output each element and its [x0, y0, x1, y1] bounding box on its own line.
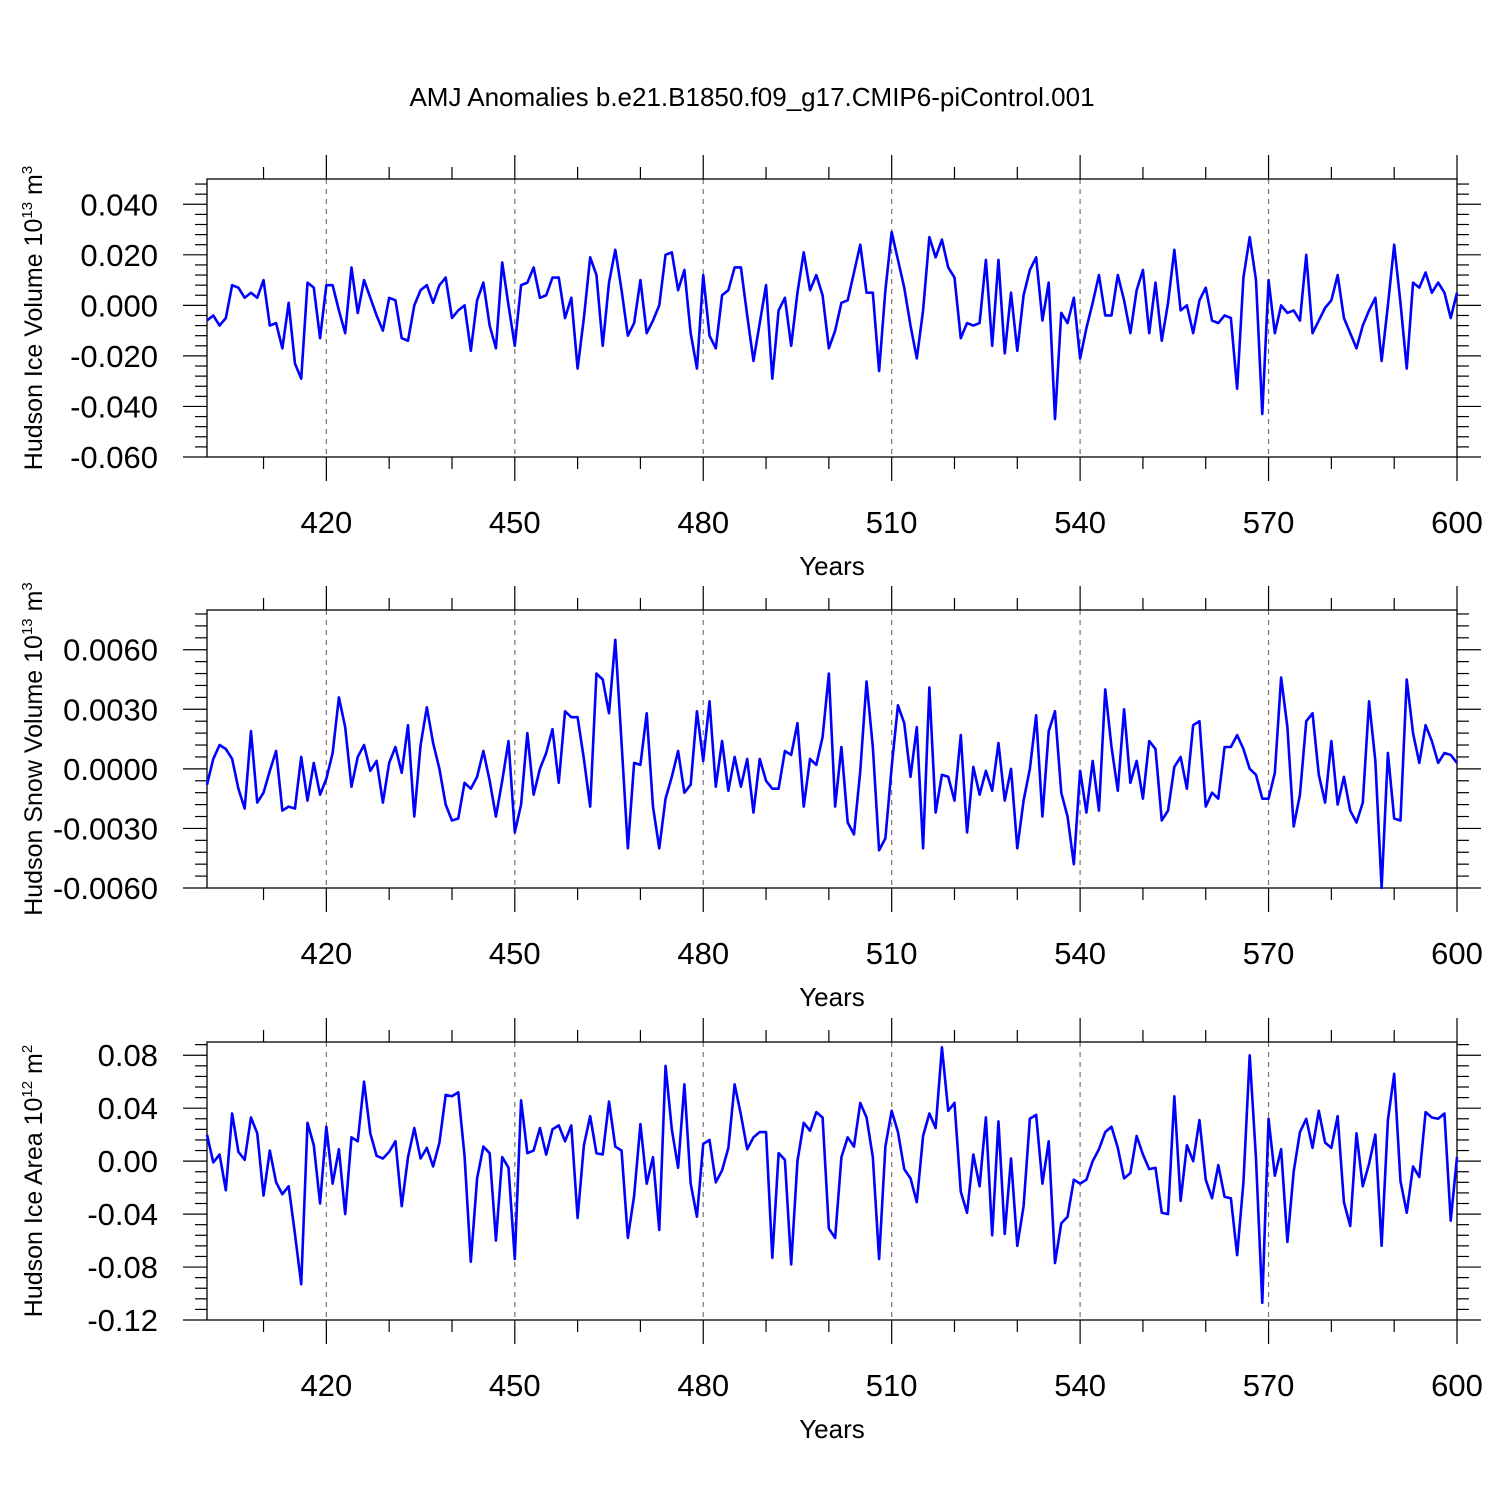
y-axis-label: Hudson Snow Volume 1013 m3 — [19, 582, 48, 916]
series-line — [205, 638, 1459, 890]
x-axis-label: Years — [799, 982, 865, 1012]
x-tick-label: 600 — [1431, 505, 1483, 540]
y-tick-label: 0.020 — [80, 238, 158, 273]
x-tick-label: 420 — [300, 1368, 352, 1403]
y-tick-label: 0.0060 — [63, 633, 158, 668]
x-tick-label: 420 — [300, 936, 352, 971]
plot-frame — [206, 1041, 1458, 1321]
y-tick-label: 0.04 — [98, 1091, 158, 1126]
y-tick-label: -0.0030 — [53, 811, 158, 846]
x-tick-label: 510 — [866, 936, 918, 971]
x-tick-label: 450 — [489, 1368, 541, 1403]
x-axis-label: Years — [799, 1414, 865, 1444]
y-tick-label: -0.020 — [70, 339, 158, 374]
y-axis-label: Hudson Ice Area 1012 m2 — [19, 1045, 48, 1317]
series-line — [206, 230, 1459, 421]
y-tick-label: 0.08 — [98, 1038, 158, 1073]
chart-panel-2: 0.0060 0.0030 0.0000 -0.0030 -0.0060 420 450 48… — [19, 582, 1483, 1012]
y-tick-label: 0.000 — [80, 288, 158, 323]
x-tick-label: 540 — [1054, 505, 1106, 540]
x-tick-label: 480 — [677, 505, 729, 540]
y-tick-label: 0.0030 — [63, 692, 158, 727]
x-tick-label: 540 — [1054, 936, 1106, 971]
series-line — [205, 1046, 1459, 1305]
y-tick-label: 0.00 — [98, 1144, 158, 1179]
y-tick-label: -0.04 — [87, 1197, 158, 1232]
plot-frame — [206, 178, 1458, 458]
x-tick-label: 570 — [1243, 936, 1295, 971]
x-axis-label: Years — [799, 551, 865, 581]
x-tick-label: 480 — [677, 936, 729, 971]
y-tick-label: -0.12 — [87, 1303, 158, 1338]
y-tick-label: -0.0060 — [53, 871, 158, 906]
x-tick-label: 570 — [1243, 1368, 1295, 1403]
chart-panel-1: 0.040 0.020 0.000 -0.020 -0.040 -0.060 420 450 4… — [19, 155, 1483, 581]
x-tick-label: 480 — [677, 1368, 729, 1403]
y-axis-label: Hudson Ice Volume 1013 m3 — [19, 166, 48, 470]
y-tick-label: -0.040 — [70, 389, 158, 424]
y-tick-label: 0.0000 — [63, 752, 158, 787]
y-tick-label: -0.08 — [87, 1250, 158, 1285]
chart-panel-3: 0.08 0.04 0.00 -0.04 -0.08 -0.12 420 450 480 510 5… — [19, 1018, 1483, 1444]
x-tick-label: 450 — [489, 936, 541, 971]
x-tick-label: 600 — [1431, 1368, 1483, 1403]
x-tick-label: 570 — [1243, 505, 1295, 540]
y-tick-label: -0.060 — [70, 440, 158, 475]
figure-title: AMJ Anomalies b.e21.B1850.f09_g17.CMIP6-… — [409, 82, 1094, 112]
x-tick-label: 510 — [866, 505, 918, 540]
x-tick-label: 450 — [489, 505, 541, 540]
plot-frame — [206, 609, 1458, 889]
x-tick-label: 420 — [300, 505, 352, 540]
x-tick-label: 600 — [1431, 936, 1483, 971]
x-tick-label: 540 — [1054, 1368, 1106, 1403]
x-tick-label: 510 — [866, 1368, 918, 1403]
y-tick-label: 0.040 — [80, 187, 158, 222]
